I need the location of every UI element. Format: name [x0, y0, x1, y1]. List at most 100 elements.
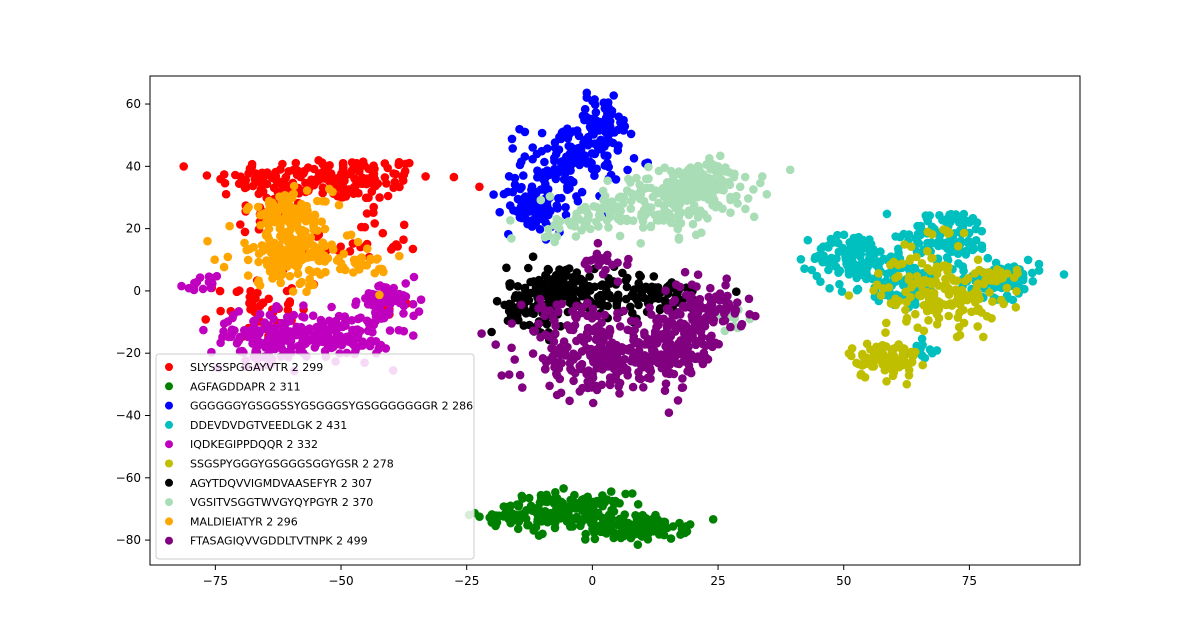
data-point: [640, 351, 649, 360]
data-point: [240, 238, 249, 248]
data-point: [577, 308, 586, 318]
data-point: [499, 189, 509, 199]
data-point: [314, 175, 323, 185]
legend-marker: [165, 363, 173, 371]
data-point: [502, 263, 511, 273]
series-3-points: [489, 88, 652, 244]
data-point: [730, 309, 740, 318]
data-point: [932, 269, 942, 279]
data-point: [342, 231, 352, 240]
data-point: [557, 299, 566, 309]
data-point: [964, 239, 973, 248]
data-point: [598, 203, 607, 212]
data-point: [621, 276, 631, 285]
data-point: [542, 490, 551, 500]
data-point: [796, 254, 806, 264]
data-point: [477, 329, 486, 338]
data-point: [934, 304, 944, 314]
data-point: [749, 212, 759, 222]
data-point: [678, 383, 688, 392]
data-point: [320, 346, 330, 356]
data-point: [292, 324, 301, 333]
data-point: [623, 165, 632, 175]
data-point: [300, 240, 309, 250]
data-point: [264, 240, 274, 250]
data-point: [588, 524, 597, 534]
data-point: [399, 309, 408, 318]
data-point: [620, 122, 630, 131]
data-point: [607, 200, 617, 210]
data-point: [1012, 265, 1022, 275]
data-point: [853, 284, 863, 294]
data-point: [889, 257, 898, 267]
data-point: [260, 318, 269, 327]
data-point: [601, 122, 610, 132]
data-point: [837, 287, 847, 296]
data-point: [591, 108, 601, 117]
data-point: [911, 347, 920, 357]
data-point: [208, 279, 217, 288]
data-point: [1002, 283, 1012, 293]
data-point: [605, 380, 615, 390]
data-point: [988, 297, 997, 306]
data-point: [563, 180, 573, 189]
data-point: [942, 300, 951, 310]
data-point: [961, 246, 971, 256]
data-point: [636, 239, 645, 248]
data-point: [756, 178, 765, 188]
data-point: [548, 510, 557, 520]
data-point: [540, 209, 549, 218]
legend-label: VGSITVSGGTWVGYQYPGYR 2 370: [190, 496, 373, 509]
data-point: [604, 223, 613, 232]
data-point: [618, 346, 627, 356]
data-point: [720, 316, 730, 325]
legend-label: MALDIEIATYR 2 296: [190, 515, 298, 528]
data-point: [323, 166, 332, 175]
data-point: [611, 345, 620, 354]
data-point: [401, 159, 410, 169]
data-point: [860, 373, 870, 382]
data-point: [629, 336, 638, 345]
data-point: [626, 302, 635, 312]
x-tick-label: −25: [454, 574, 479, 588]
data-point: [675, 349, 685, 359]
data-point: [935, 298, 945, 307]
data-point: [547, 344, 556, 353]
data-point: [688, 331, 697, 341]
data-point: [635, 270, 644, 280]
data-point: [699, 179, 709, 189]
data-point: [673, 224, 683, 234]
data-point: [693, 270, 703, 280]
data-point: [201, 315, 210, 324]
data-point: [332, 256, 342, 265]
data-point: [593, 238, 603, 248]
data-point: [628, 382, 638, 392]
data-point: [375, 193, 384, 202]
series-8-points: [506, 151, 795, 336]
data-point: [570, 320, 580, 330]
data-point: [633, 540, 643, 549]
data-point: [660, 296, 669, 305]
data-point: [662, 304, 672, 313]
data-point: [589, 202, 599, 211]
data-point: [623, 325, 632, 335]
data-point: [281, 319, 291, 328]
data-point: [629, 154, 639, 163]
data-point: [996, 267, 1005, 277]
data-point: [901, 305, 910, 315]
data-point: [559, 484, 568, 493]
data-point: [559, 286, 569, 296]
legend-label: AGFAGDDAPR 2 311: [190, 380, 301, 393]
data-point: [510, 293, 520, 303]
data-point: [385, 326, 395, 335]
data-point: [292, 170, 302, 180]
data-point: [574, 131, 584, 141]
data-point: [192, 277, 202, 287]
data-point: [318, 183, 328, 192]
series-6-points: [844, 225, 1022, 389]
data-point: [594, 222, 603, 231]
data-point: [666, 534, 676, 543]
data-point: [668, 198, 678, 208]
data-point: [709, 315, 719, 325]
